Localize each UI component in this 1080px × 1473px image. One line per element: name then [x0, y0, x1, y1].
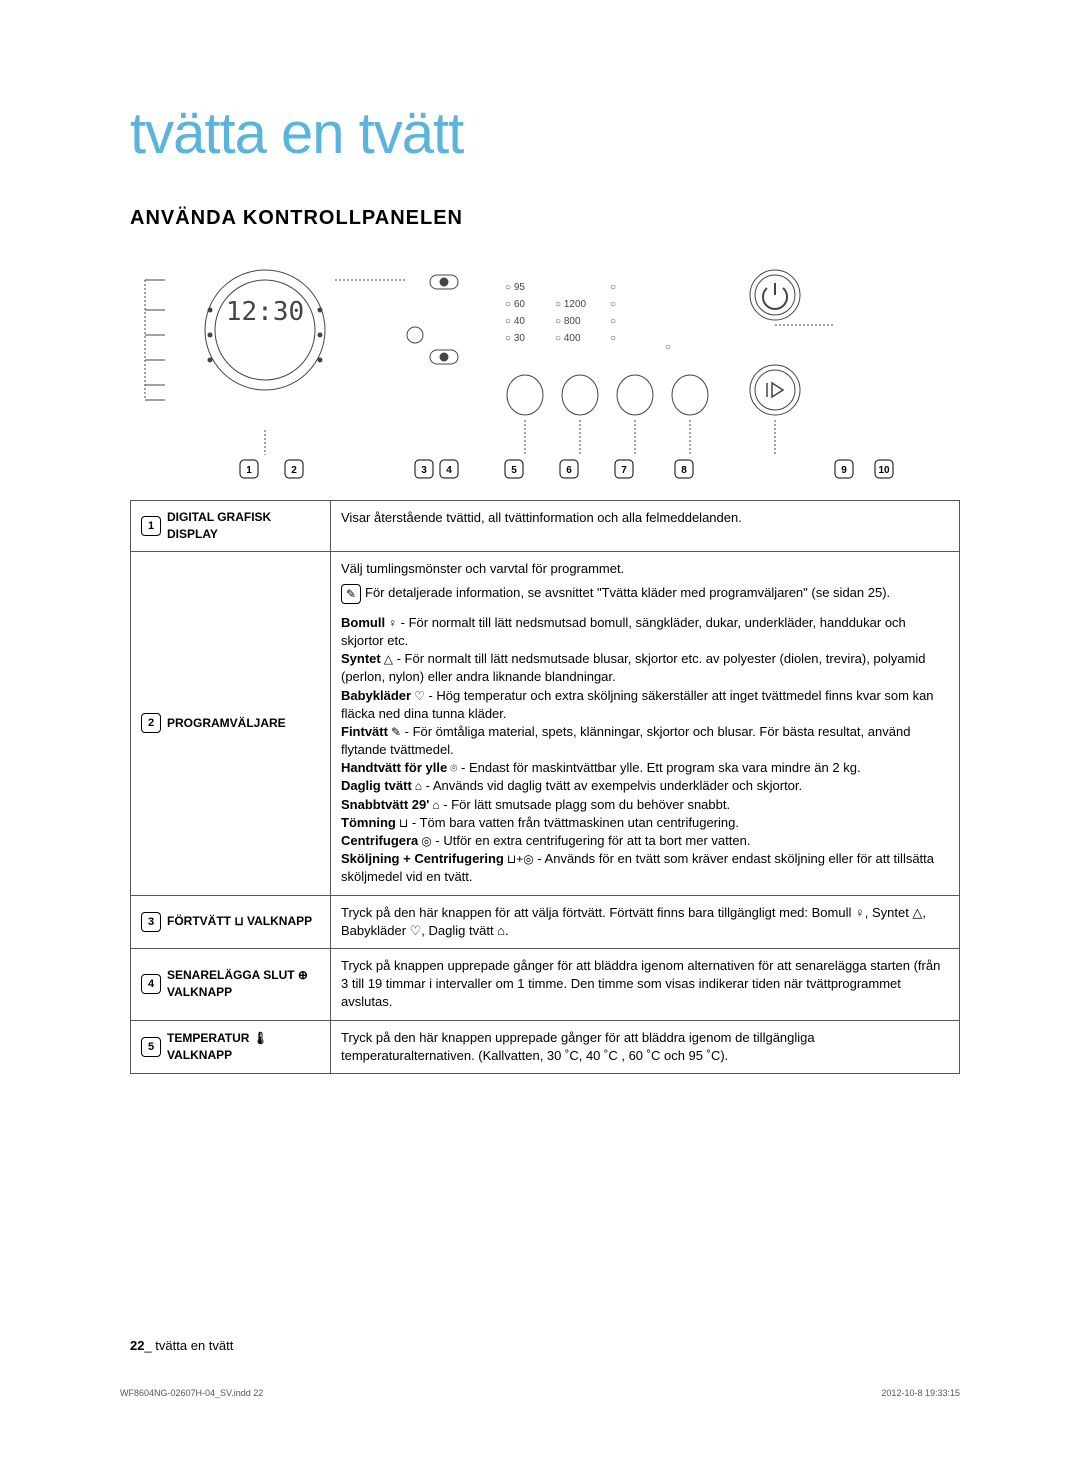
program-desc: - För normalt till lätt nedsmutsad bomul…: [341, 615, 906, 648]
row-number: 5: [141, 1037, 161, 1057]
row-label: PROGRAMVÄLJARE: [167, 715, 286, 732]
svg-text:○ 30: ○ 30: [505, 333, 525, 344]
table-row: 2 PROGRAMVÄLJARE Välj tumlingsmönster och …: [131, 551, 960, 895]
program-name: Sköljning + Centrifugering: [341, 851, 504, 866]
svg-text:○ 60: ○ 60: [505, 299, 525, 310]
svg-text:1: 1: [246, 465, 252, 476]
svg-text:4: 4: [446, 465, 452, 476]
program-desc: - Hög temperatur och extra sköljning säk…: [341, 688, 934, 721]
row-description-cell: Tryck på knappen upprepade gånger för at…: [331, 948, 960, 1020]
program-name: Daglig tvätt: [341, 778, 412, 793]
row-number: 1: [141, 516, 161, 536]
table-row: 4 SENARELÄGGA SLUT ⊕ VALKNAPP Tryck på kna…: [131, 948, 960, 1020]
program-icon: ◎: [421, 834, 431, 848]
row-label: DIGITAL GRAFISK DISPLAY: [167, 509, 317, 543]
program-desc: - För ömtåliga material, spets, klänning…: [341, 724, 910, 757]
program-line: Bomull♀ - För normalt till lätt nedsmuts…: [341, 614, 949, 650]
program-line: Syntet△ - För normalt till lätt nedsmuts…: [341, 650, 949, 686]
program-icon: ✎: [391, 725, 401, 739]
program-icon: ⌂: [432, 798, 439, 812]
program-name: Handtvätt för ylle: [341, 760, 447, 775]
svg-text:3: 3: [421, 465, 427, 476]
program-desc: - Endast för maskintvättbar ylle. Ett pr…: [457, 760, 860, 775]
page-title: tvätta en tvätt: [130, 100, 960, 167]
row-label-cell: 2 PROGRAMVÄLJARE: [131, 551, 331, 895]
program-name: Fintvätt: [341, 724, 388, 739]
svg-text:12:30: 12:30: [226, 297, 304, 327]
program-name: Babykläder: [341, 688, 411, 703]
page-footer: 22_ tvätta en tvätt: [130, 1338, 233, 1353]
svg-text:10: 10: [878, 465, 890, 476]
row-label-cell: 1 DIGITAL GRAFISK DISPLAY: [131, 501, 331, 552]
row-description-cell: Tryck på den här knappen upprepade gånge…: [331, 1020, 960, 1073]
program-desc: - Används vid daglig tvätt av exempelvis…: [422, 778, 802, 793]
program-line: Fintvätt✎ - För ömtåliga material, spets…: [341, 723, 949, 759]
svg-text:○: ○: [610, 333, 616, 344]
svg-text:○ 400: ○ 400: [555, 333, 581, 344]
row-label-cell: 4 SENARELÄGGA SLUT ⊕ VALKNAPP: [131, 948, 331, 1020]
publication-footer: WF8604NG-02607H-04_SV.indd 22 2012-10-8 …: [120, 1388, 960, 1398]
svg-text:○: ○: [610, 316, 616, 327]
program-desc: - För normalt till lätt nedsmutsade blus…: [341, 651, 925, 684]
footer-text: _ tvätta en tvätt: [144, 1338, 233, 1353]
control-panel-diagram: 12:30 ○ 95 ○ 60 ○ 40 ○ 30 ○ 1200 ○ 800 ○…: [130, 255, 960, 485]
table-row: 3 FÖRTVÄTT ⊔ VALKNAPP Tryck på den här kna…: [131, 895, 960, 948]
pub-ref: WF8604NG-02607H-04_SV.indd 22: [120, 1388, 263, 1398]
row-number: 4: [141, 974, 161, 994]
svg-text:2: 2: [291, 465, 297, 476]
table-row: 5 TEMPERATUR 🌡 VALKNAPP Tryck på den här k…: [131, 1020, 960, 1073]
program-name: Snabbtvätt 29': [341, 797, 429, 812]
program-line: Sköljning + Centrifugering⊔+◎ - Används …: [341, 850, 949, 886]
program-line: Centrifugera◎ - Utför en extra centrifug…: [341, 832, 949, 850]
program-line: Daglig tvätt⌂ - Används vid daglig tvätt…: [341, 777, 949, 795]
program-name: Centrifugera: [341, 833, 418, 848]
row-label-cell: 5 TEMPERATUR 🌡 VALKNAPP: [131, 1020, 331, 1073]
program-desc: - Utför en extra centrifugering för att …: [432, 833, 751, 848]
program-name: Syntet: [341, 651, 381, 666]
info-icon: ✎: [341, 584, 361, 604]
svg-text:○ 40: ○ 40: [505, 316, 525, 327]
program-line: Tömning⊔ - Töm bara vatten från tvättmas…: [341, 814, 949, 832]
svg-text:○ 95: ○ 95: [505, 282, 525, 293]
svg-text:○: ○: [610, 299, 616, 310]
program-icon: △: [384, 652, 393, 666]
svg-text:5: 5: [511, 465, 517, 476]
info-note: För detaljerade information, se avsnitte…: [365, 584, 890, 602]
pub-date: 2012-10-8 19:33:15: [881, 1388, 960, 1398]
row-label: SENARELÄGGA SLUT ⊕ VALKNAPP: [167, 967, 317, 1001]
program-line: Snabbtvätt 29'⌂ - För lätt smutsade plag…: [341, 796, 949, 814]
program-name: Bomull: [341, 615, 385, 630]
svg-text:○ 1200: ○ 1200: [555, 299, 587, 310]
section-heading: ANVÄNDA KONTROLLPANELEN: [130, 207, 960, 230]
row-label-cell: 3 FÖRTVÄTT ⊔ VALKNAPP: [131, 895, 331, 948]
svg-text:○ 800: ○ 800: [555, 316, 581, 327]
program-name: Tömning: [341, 815, 396, 830]
program-icon: ♡: [414, 689, 425, 703]
program-icon: ♀: [388, 616, 397, 630]
program-icon: ⊔+◎: [507, 852, 534, 866]
row-description-cell: Tryck på den här knappen för att välja f…: [331, 895, 960, 948]
svg-text:6: 6: [566, 465, 572, 476]
svg-text:9: 9: [841, 465, 847, 476]
row-number: 2: [141, 713, 161, 733]
program-icon: ⌂: [415, 779, 422, 793]
programs-intro: Välj tumlingsmönster och varvtal för pro…: [341, 560, 949, 578]
program-desc: - För lätt smutsade plagg som du behöver…: [440, 797, 731, 812]
program-line: Babykläder♡ - Hög temperatur och extra s…: [341, 687, 949, 723]
row-description-cell: Visar återstående tvättid, all tvättinfo…: [331, 501, 960, 552]
control-table: 1 DIGITAL GRAFISK DISPLAY Visar återståend…: [130, 500, 960, 1074]
svg-text:8: 8: [681, 465, 687, 476]
program-desc: - Töm bara vatten från tvättmaskinen uta…: [408, 815, 739, 830]
svg-text:○: ○: [665, 342, 671, 353]
row-description-cell: Välj tumlingsmönster och varvtal för pro…: [331, 551, 960, 895]
program-line: Handtvätt för ylle⌾ - Endast för maskint…: [341, 759, 949, 777]
program-icon: ⊔: [399, 816, 408, 830]
row-number: 3: [141, 912, 161, 932]
svg-text:○: ○: [610, 282, 616, 293]
row-label: FÖRTVÄTT ⊔ VALKNAPP: [167, 913, 312, 930]
page-number: 22: [130, 1338, 144, 1353]
row-label: TEMPERATUR 🌡 VALKNAPP: [167, 1030, 317, 1064]
table-row: 1 DIGITAL GRAFISK DISPLAY Visar återståend…: [131, 501, 960, 552]
svg-text:7: 7: [621, 465, 627, 476]
